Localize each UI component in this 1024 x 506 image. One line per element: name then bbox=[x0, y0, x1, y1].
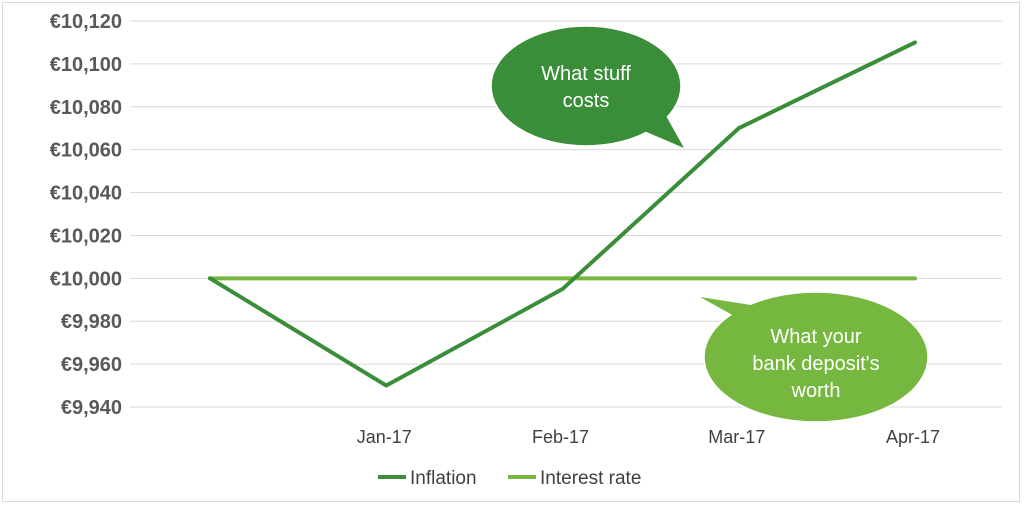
legend: Inflation Interest rate bbox=[378, 468, 641, 489]
y-tick-label: €10,120 bbox=[50, 11, 122, 33]
y-tick-label: €10,000 bbox=[50, 268, 122, 290]
legend-label: Inflation bbox=[410, 468, 477, 489]
x-tick-label: Jan-17 bbox=[357, 427, 412, 447]
callout-text: bank deposit's bbox=[752, 353, 879, 375]
y-tick-label: €9,960 bbox=[61, 354, 122, 376]
callout-bubble: What your bank deposit's worth bbox=[700, 291, 929, 423]
callout-bubble-shape bbox=[490, 25, 682, 147]
callout-text: What stuff bbox=[541, 63, 631, 85]
callout-text: worth bbox=[791, 380, 841, 402]
legend-item: Inflation bbox=[378, 468, 477, 489]
legend-item: Interest rate bbox=[508, 468, 641, 489]
callout-bubble: What stuff costs bbox=[490, 25, 684, 148]
x-tick-label: Mar-17 bbox=[708, 427, 765, 447]
x-tick-label: Feb-17 bbox=[532, 427, 589, 447]
callout-bubble-shape bbox=[703, 291, 929, 423]
y-tick-label: €10,040 bbox=[50, 183, 122, 205]
series-line-inflation bbox=[208, 40, 917, 388]
y-axis-ticks: €9,940 €9,960 €9,980 €10,000 €10,020 €10,040 €… bbox=[50, 11, 122, 419]
y-tick-label: €9,940 bbox=[61, 397, 122, 419]
legend-label: Interest rate bbox=[540, 468, 641, 489]
y-tick-label: €10,060 bbox=[50, 140, 122, 162]
x-tick-label: Apr-17 bbox=[886, 427, 940, 447]
series-lines bbox=[208, 40, 917, 388]
x-axis-ticks: Jan-17 Feb-17 Mar-17 Apr-17 bbox=[357, 427, 940, 447]
y-tick-label: €10,080 bbox=[50, 97, 122, 119]
callouts: What stuff costs What your bank deposit's wo… bbox=[490, 25, 929, 423]
callout-text: What your bbox=[770, 326, 861, 348]
y-tick-label: €10,100 bbox=[50, 54, 122, 76]
callout-text: costs bbox=[563, 90, 610, 112]
y-tick-label: €10,020 bbox=[50, 225, 122, 247]
callout-tail bbox=[700, 297, 770, 322]
y-tick-label: €9,980 bbox=[61, 311, 122, 333]
callout-tail bbox=[630, 105, 684, 148]
